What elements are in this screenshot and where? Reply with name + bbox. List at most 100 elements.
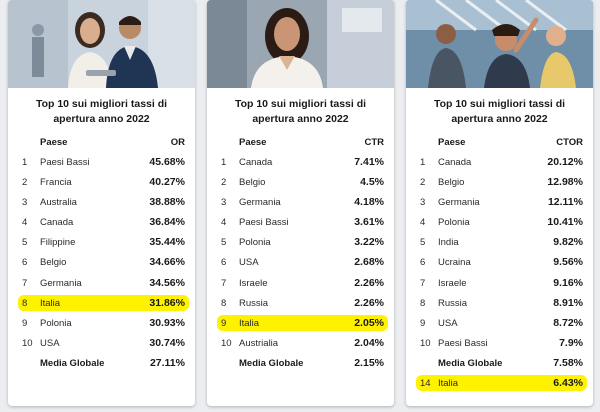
rank: 5 [22,237,28,249]
rank: 10 [420,337,431,349]
country: Paesi Bassi [438,337,488,349]
value: 9.82% [553,236,583,249]
rank: 9 [22,317,28,329]
value: 9.56% [553,256,583,269]
table-row: 9 USA 8.72% [414,313,587,333]
table-row: 5 India 9.82% [414,232,587,252]
rank: 1 [221,157,227,168]
table-row: 5 Filippine 35.44% [16,232,189,252]
average-label: Media Globale [239,357,304,369]
average-label: Media Globale [438,357,503,369]
country: Canada [40,217,74,229]
country: USA [438,317,458,329]
card-title: Top 10 sui migliori tassi di apertura an… [35,98,168,125]
country: USA [40,337,60,349]
card-click-through-rate: Top 10 sui migliori tassi di apertura an… [207,0,394,406]
rank: 2 [221,177,227,189]
value: 2.26% [354,296,384,309]
value: 38.88% [149,196,185,209]
rank: 9 [420,317,426,329]
table-row: 2 Belgio 4.5% [215,172,388,192]
table-row-highlighted: 14 Italia 6.43% [414,373,587,393]
country: India [438,237,459,249]
country: Canada [239,157,273,168]
value: 7.41% [354,156,384,168]
table-row: 1 Paesi Bassi 45.68% [16,152,189,172]
table-row: 1 Canada 7.41% [215,152,388,172]
header-metric: CTOR [556,137,583,148]
value: 12.11% [547,196,583,209]
rank: 7 [22,277,28,289]
table-row: 3 Germania 12.11% [414,192,587,212]
country: Austrialia [239,337,279,349]
country: USA [239,257,259,269]
country: Canada [438,157,472,168]
value: 30.74% [149,336,185,349]
country: Australia [40,197,77,209]
card-title: Top 10 sui migliori tassi di apertura an… [234,98,367,125]
table-row: 10 Austrialia 2.04% [215,333,388,353]
rank: 8 [221,297,227,309]
value: 34.56% [149,276,185,289]
country: Polonia [40,317,72,329]
table-row: 4 Paesi Bassi 3.61% [215,212,388,232]
value: 35.44% [149,236,185,249]
table-row: 9 Polonia 30.93% [16,313,189,333]
country: Belgio [239,177,266,189]
rank: 7 [221,277,227,289]
country: Belgio [40,257,67,269]
rank: 10 [221,337,232,349]
photo-illustration [8,0,195,88]
country: Israele [239,277,268,289]
value: 34.66% [149,256,185,269]
photo-illustration [406,0,593,88]
rank: 7 [420,277,426,289]
rank: 4 [221,217,227,229]
rank: 9 [221,317,227,329]
table-row: 5 Polonia 3.22% [215,232,388,252]
value: 8.91% [553,296,583,309]
table-row: 3 Germania 4.18% [215,192,388,212]
header-country: Paese [40,137,68,148]
value: 31.86% [149,296,185,309]
country: Germania [40,277,82,289]
rank: 2 [22,177,28,189]
rank: 14 [420,378,431,390]
average-value: 7.58% [553,356,583,369]
country: Filippine [40,237,76,249]
card-click-to-open-rate: Top 10 sui migliori tassi di apertura an… [406,0,593,406]
rank: 4 [22,217,28,229]
rank: 5 [420,237,426,249]
table-row: 7 Germania 34.56% [16,273,189,293]
value: 20.12% [547,156,583,168]
value: 4.5% [360,176,384,189]
header-country: Paese [239,137,267,148]
average-label: Media Globale [40,357,105,369]
table-row: 8 Russia 2.26% [215,293,388,313]
value: 10.41% [547,216,583,229]
rank: 3 [221,197,227,209]
table-header: Paese CTOR [414,134,587,152]
value: 6.43% [553,377,583,390]
rank: 2 [420,177,426,189]
table-row: 7 Israele 2.26% [215,273,388,293]
businesswoman-photo [207,0,394,88]
value: 8.72% [553,316,583,329]
card-title: Top 10 sui migliori tassi di apertura an… [433,98,566,125]
table-row: 2 Francia 40.27% [16,172,189,192]
country: Italia [239,317,260,329]
value: 2.05% [354,316,384,329]
table-row: 4 Canada 36.84% [16,212,189,232]
card-open-rate: Top 10 sui migliori tassi di apertura an… [8,0,195,406]
table-row: 8 Russia 8.91% [414,293,587,313]
table-row: 2 Belgio 12.98% [414,172,587,192]
value: 40.27% [149,176,185,189]
business-people-photo [8,0,195,88]
table-row: 10 Paesi Bassi 7.9% [414,333,587,353]
rank: 6 [221,257,227,269]
rank: 10 [22,337,33,349]
ranking-table: Paese CTOR 1 Canada 20.12% 2 Belgio 12.98% 3… [414,134,587,393]
header-metric: OR [170,137,185,148]
value: 3.61% [354,216,384,229]
ranking-table: Paese CTR 1 Canada 7.41% 2 Belgio 4.5% 3 Germ… [215,134,388,373]
